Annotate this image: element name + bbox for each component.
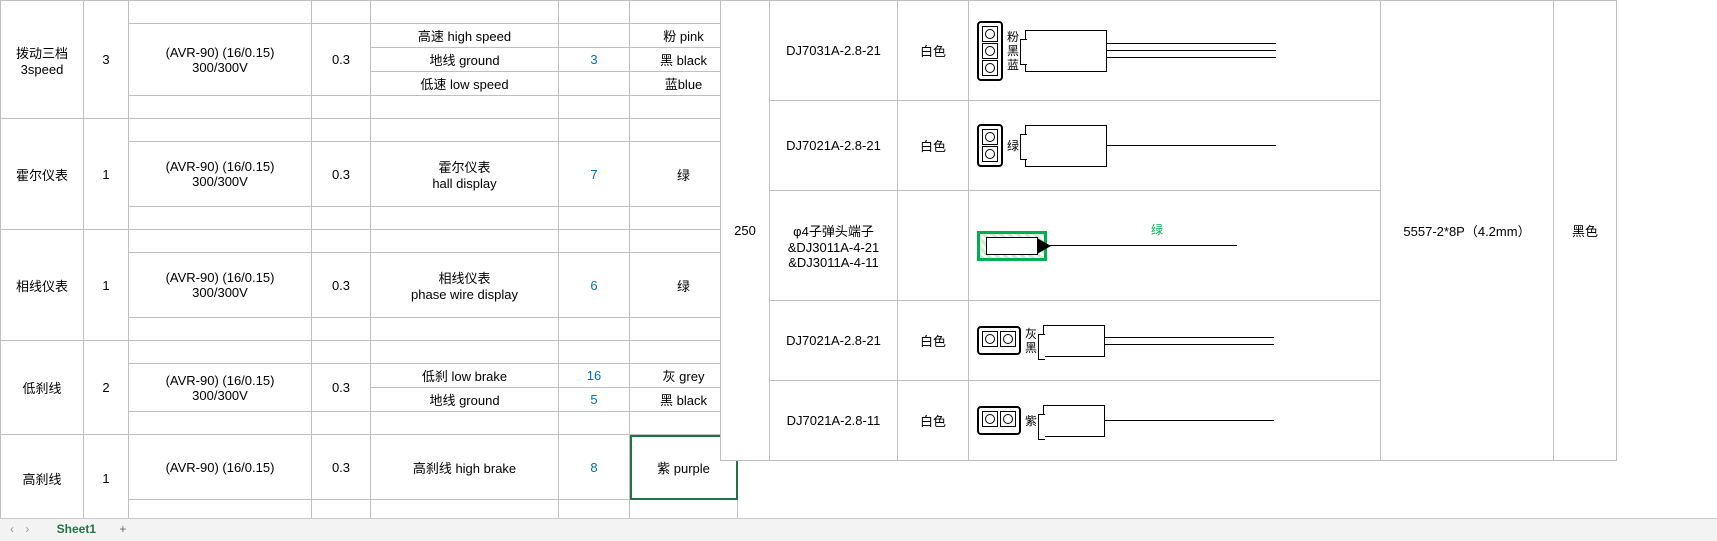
housing-icon [1043,405,1105,437]
row-dia: 0.3 [312,24,371,96]
row-spec: (AVR-90) (16/0.15)300/300V [129,364,312,412]
housing-icon [1025,30,1107,72]
connector-icon [977,124,1003,167]
row-func: 相线仪表phase wire display [371,253,559,318]
mid-drawing: 灰黑 [969,301,1414,381]
tab-active[interactable]: Sheet1 [47,519,106,539]
row-num: 5 [559,388,630,412]
row-qty: 1 [84,435,129,523]
row-spec: (AVR-90) (16/0.15)300/300V [129,253,312,318]
row-func: 地线 ground [371,48,559,72]
mid-len: 250 [721,1,770,461]
row-func: 地线 ground [371,388,559,412]
row-func: 高刹线 high brake [371,435,559,500]
row-name: 相线仪表 [1,230,84,341]
row-spec: (AVR-90) (16/0.15)300/300V [129,142,312,207]
mid-color: 白色 [898,381,969,461]
left-table: 拨动三档3speed3(AVR-90) (16/0.15)300/300V0.3… [0,0,738,523]
row-num: 6 [559,253,630,318]
row-func: 霍尔仪表hall display [371,142,559,207]
row-num: 16 [559,364,630,388]
row-func: 低刹 low brake [371,364,559,388]
sheet-tabs: ‹ › Sheet1 + [0,518,1717,541]
row-num: 8 [559,435,630,500]
tab-nav[interactable]: ‹ › [0,519,43,539]
connector-icon [977,21,1003,81]
mid-color: 白色 [898,101,969,191]
mid-color: 白色 [898,1,969,101]
row-num [559,24,630,48]
mid-drawing: 绿 [969,191,1414,301]
row-name: 高刹线 [1,435,84,523]
row-qty: 1 [84,230,129,341]
row-qty: 3 [84,1,129,119]
row-num [559,72,630,96]
housing-icon [1025,125,1107,167]
row-num: 3 [559,48,630,72]
row-name: 霍尔仪表 [1,119,84,230]
connector-icon [977,326,1021,355]
mid-part: DJ7021A-2.8-11 [770,381,898,461]
row-dia: 0.3 [312,435,371,500]
tab-add[interactable]: + [109,519,136,539]
mid-drawing: 粉黑蓝 [969,1,1414,101]
right-part: 5557-2*8P（4.2mm） [1381,1,1554,461]
housing-icon [1043,325,1105,357]
row-dia: 0.3 [312,364,371,412]
row-dia: 0.3 [312,142,371,207]
middle-table: 250DJ7031A-2.8-21白色粉黑蓝DJ7021A-2.8-21白色绿φ… [720,0,1414,461]
row-name: 低刹线 [1,341,84,435]
mid-color [898,191,969,301]
row-spec: (AVR-90) (16/0.15)300/300V [129,24,312,96]
row-qty: 2 [84,341,129,435]
row-name: 拨动三档3speed [1,1,84,119]
row-func: 低速 low speed [371,72,559,96]
mid-part: DJ7021A-2.8-21 [770,301,898,381]
row-dia: 0.3 [312,253,371,318]
mid-drawing: 紫 [969,381,1414,461]
right-table: 5557-2*8P（4.2mm） 黑色 [1380,0,1617,461]
mid-part: DJ7031A-2.8-21 [770,1,898,101]
row-func: 高速 high speed [371,24,559,48]
mid-part: φ4子弹头端子&DJ3011A-4-21&DJ3011A-4-11 [770,191,898,301]
row-spec: (AVR-90) (16/0.15) [129,435,312,500]
row-qty: 1 [84,119,129,230]
bullet-connector-icon [977,231,1047,261]
right-color: 黑色 [1554,1,1617,461]
connector-icon [977,406,1021,435]
mid-color: 白色 [898,301,969,381]
mid-drawing: 绿 [969,101,1414,191]
row-num: 7 [559,142,630,207]
mid-part: DJ7021A-2.8-21 [770,101,898,191]
